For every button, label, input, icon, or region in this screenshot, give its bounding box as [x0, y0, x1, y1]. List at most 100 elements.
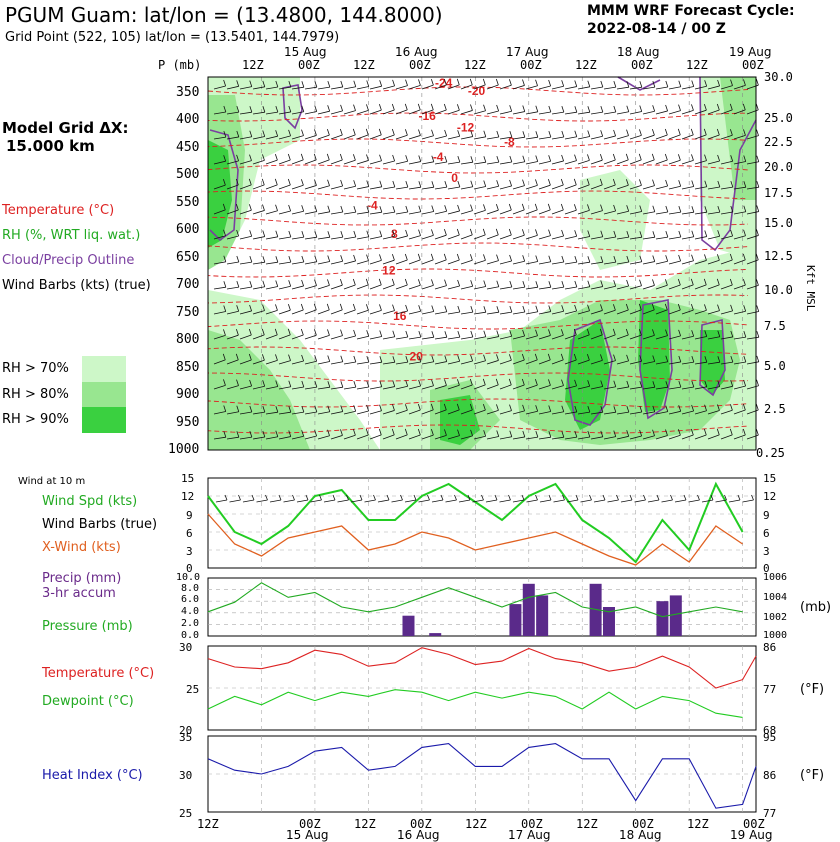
barb-flag	[430, 403, 434, 411]
sfc-wind-barb-flag	[697, 494, 700, 501]
barb-shaft	[226, 385, 239, 390]
barb-shaft	[590, 86, 603, 90]
barb-shaft	[655, 361, 668, 365]
barb-flag	[560, 178, 564, 186]
barb-flag	[716, 428, 720, 436]
barb-shaft	[733, 259, 746, 265]
barb-shaft	[473, 210, 486, 215]
barb-shaft	[369, 410, 382, 415]
barb-flag	[431, 305, 435, 312]
barb-flag	[756, 155, 760, 162]
barb-shaft	[655, 411, 668, 415]
height-tick: 15.0	[764, 216, 793, 230]
barb-shaft	[746, 385, 759, 390]
wind-barb	[603, 406, 617, 415]
barb-shaft	[694, 160, 707, 165]
isotherm	[207, 138, 749, 148]
wind-tick: 0	[763, 562, 770, 575]
wind-barb	[499, 430, 513, 440]
barb-shaft	[642, 86, 655, 90]
barb-flag	[340, 405, 344, 412]
wind-barb	[473, 430, 487, 440]
barb-shaft	[447, 210, 460, 215]
barb-flag	[509, 131, 513, 138]
barb-flag	[521, 378, 525, 386]
barb-shaft	[733, 109, 746, 115]
wind-barb	[265, 154, 278, 165]
wind-barb	[499, 203, 512, 215]
barb-flag	[430, 429, 434, 436]
barb-shaft	[733, 186, 746, 190]
barb-flag	[755, 79, 759, 86]
barb-flag	[704, 330, 708, 337]
barb-shaft	[642, 110, 655, 115]
wind-barb	[434, 180, 448, 190]
barb-flag	[365, 278, 369, 286]
barb-shaft	[330, 134, 343, 140]
barb-flag	[301, 354, 304, 362]
barb-flag	[704, 180, 708, 187]
barb-flag	[288, 255, 292, 263]
barb-shaft	[538, 261, 551, 265]
barb-shaft	[603, 436, 616, 440]
barb-shaft	[525, 436, 538, 440]
wind-barb	[265, 230, 279, 240]
barb-shaft	[460, 311, 473, 315]
barb-flag	[431, 205, 435, 212]
barb-flag	[704, 154, 707, 161]
barb-shaft	[343, 284, 356, 290]
barb-shaft	[642, 386, 655, 390]
precip-bar	[429, 633, 442, 636]
wind-barb	[434, 429, 447, 440]
barb-shaft	[733, 336, 746, 340]
barb-shaft	[382, 310, 395, 315]
barb-flag	[496, 104, 499, 112]
wind-barb	[356, 254, 369, 265]
barb-flag	[522, 105, 526, 112]
sfc-wind-barb-flag	[562, 494, 565, 501]
barb-flag	[613, 354, 616, 361]
wind-barb	[642, 381, 656, 390]
wind-barb	[291, 205, 305, 215]
barb-shaft	[343, 211, 356, 215]
barb-flag	[352, 128, 356, 136]
temp-f-unit: (°F)	[800, 682, 825, 697]
wind-barb	[382, 356, 396, 365]
barb-shaft	[239, 136, 252, 140]
height-tick: 30.0	[764, 70, 793, 84]
wind-barb	[382, 128, 395, 140]
wind-barb	[486, 330, 500, 340]
barb-shaft	[408, 409, 421, 415]
barb-shaft	[642, 261, 655, 265]
barb-shaft	[590, 111, 603, 115]
wind-barb	[369, 330, 383, 340]
barb-flag	[613, 105, 617, 113]
barb-shaft	[356, 386, 369, 390]
barb-flag	[314, 129, 317, 136]
barb-shaft	[226, 136, 239, 140]
wind-barb	[226, 280, 240, 290]
wind-barb	[538, 179, 551, 190]
barb-flag	[301, 205, 305, 212]
wind-barb	[460, 228, 473, 240]
barb-shaft	[707, 386, 720, 390]
barb-flag	[443, 403, 447, 411]
wind-barb	[707, 404, 720, 415]
wind-barb	[642, 205, 656, 215]
barb-flag	[482, 78, 486, 86]
sfc-wind-barb-flag	[589, 494, 592, 501]
barb-shaft	[226, 160, 239, 165]
wind-tick: 0	[186, 562, 193, 575]
wind-barb	[343, 278, 356, 290]
barb-flag	[249, 80, 253, 87]
barb-shaft	[239, 436, 252, 440]
barb-flag	[444, 429, 447, 436]
sfc-wind-barb	[728, 499, 741, 503]
barb-flag	[730, 229, 733, 237]
barb-flag	[730, 380, 734, 387]
height-tick: 5.0	[764, 359, 786, 373]
wind-barb	[629, 303, 642, 315]
wind-barb	[239, 154, 252, 165]
barb-flag	[288, 280, 292, 287]
barb-flag	[665, 104, 668, 112]
